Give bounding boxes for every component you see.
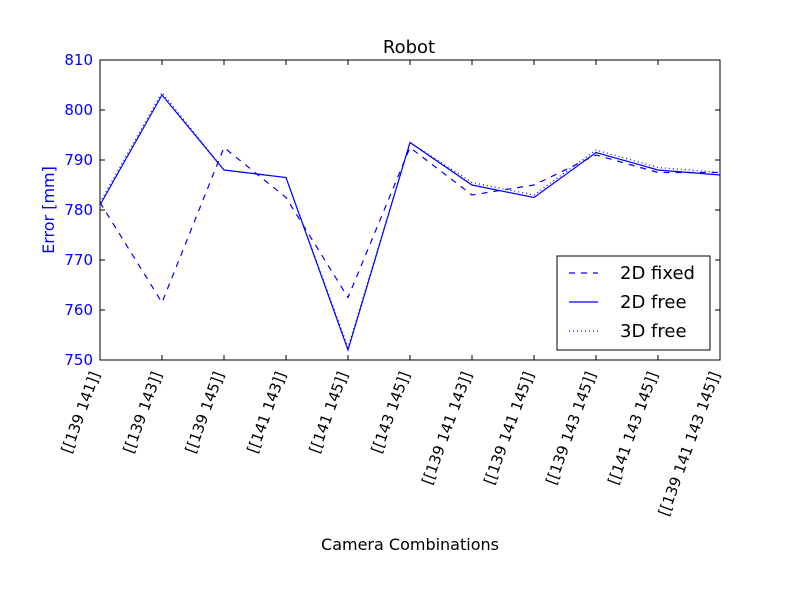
y-tick-label: 770 <box>64 251 93 269</box>
x-tick-label: [[143 145]] <box>368 369 414 455</box>
legend-label: 3D free <box>620 321 687 342</box>
series-layer <box>99 91 721 352</box>
x-tick-label: [[139 141 145]] <box>480 369 538 487</box>
series-line-2d-fixed <box>99 146 720 304</box>
x-tick-label: [[139 145]] <box>182 369 228 455</box>
x-axis-label: Camera Combinations <box>321 535 499 554</box>
y-tick-label: 780 <box>64 201 93 219</box>
legend-label: 2D free <box>620 292 687 313</box>
legend-box <box>556 255 711 351</box>
y-tick-label: 760 <box>64 301 93 319</box>
legend: 2D fixed 2D free 3D free <box>556 255 711 351</box>
series-line-2d-free <box>99 93 721 352</box>
y-tick-label: 810 <box>64 51 93 69</box>
chart-title: Robot <box>383 37 435 58</box>
x-tick-label: [[139 143]] <box>120 369 166 455</box>
y-tick-label: 750 <box>64 351 93 369</box>
y-tick-label: 800 <box>64 101 93 119</box>
x-tick-label: [[139 141 143]] <box>418 369 476 487</box>
x-tick-label: [[139 141]] <box>58 369 104 455</box>
series-line-3d-free <box>99 91 721 350</box>
x-tick-label: [[139 141 143 145]] <box>655 369 724 518</box>
legend-label: 2D fixed <box>620 263 695 284</box>
y-axis-label: Error [mm] <box>39 166 58 254</box>
x-tick-label: [[141 143 145]] <box>604 369 662 487</box>
y-tick-label: 790 <box>64 151 93 169</box>
plot-frame <box>99 59 721 361</box>
x-tick-label: [[139 143 145]] <box>542 369 600 487</box>
x-tick-label: [[141 143]] <box>244 369 290 455</box>
x-tick-label: [[141 145]] <box>306 369 352 455</box>
